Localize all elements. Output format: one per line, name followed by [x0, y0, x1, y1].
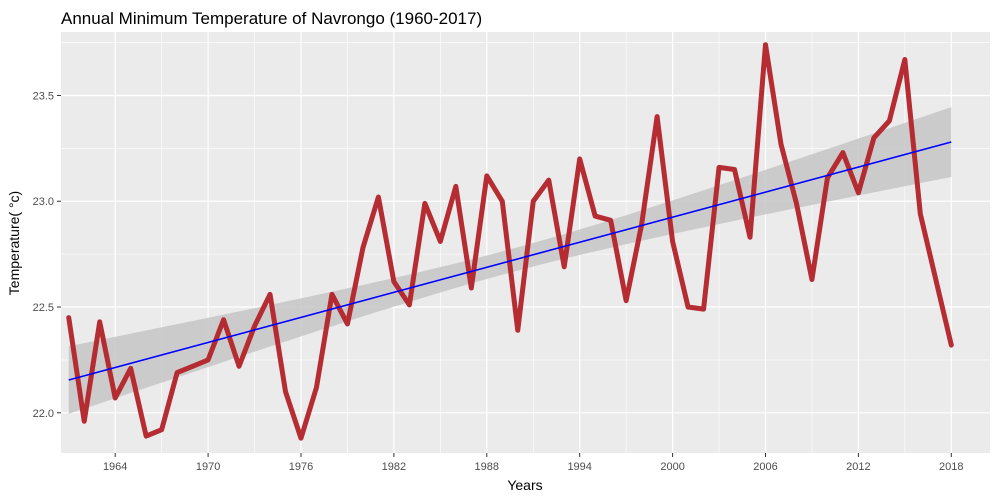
panel-background	[61, 32, 990, 453]
y-axis: 22.0 22.5 23.0 23.5	[33, 90, 61, 420]
x-tick-label: 1982	[382, 461, 406, 473]
y-tick-label: 23.5	[33, 90, 54, 102]
x-tick-label: 2018	[939, 461, 963, 473]
chart-title: Annual Minimum Temperature of Navrongo (…	[61, 9, 482, 28]
plot-panel	[61, 32, 990, 453]
x-tick-label: 1988	[475, 461, 499, 473]
x-tick-label: 1970	[196, 461, 220, 473]
x-tick-label: 1964	[103, 461, 127, 473]
trend-line	[68, 141, 952, 381]
y-axis-title: Temperature( °c)	[6, 191, 22, 295]
x-tick-label: 1976	[289, 461, 313, 473]
x-axis: 1964 1970 1976 1982 1988 1994 2000 2006 2012 2018	[103, 453, 964, 473]
x-tick-label: 2000	[660, 461, 684, 473]
y-tick-label: 22.0	[33, 408, 54, 420]
y-tick-label: 23.0	[33, 196, 54, 208]
x-tick-label: 2006	[753, 461, 777, 473]
y-tick-label: 22.5	[33, 302, 54, 314]
x-tick-label: 1994	[567, 461, 591, 473]
x-axis-title: Years	[507, 477, 542, 493]
x-tick-label: 2012	[846, 461, 870, 473]
